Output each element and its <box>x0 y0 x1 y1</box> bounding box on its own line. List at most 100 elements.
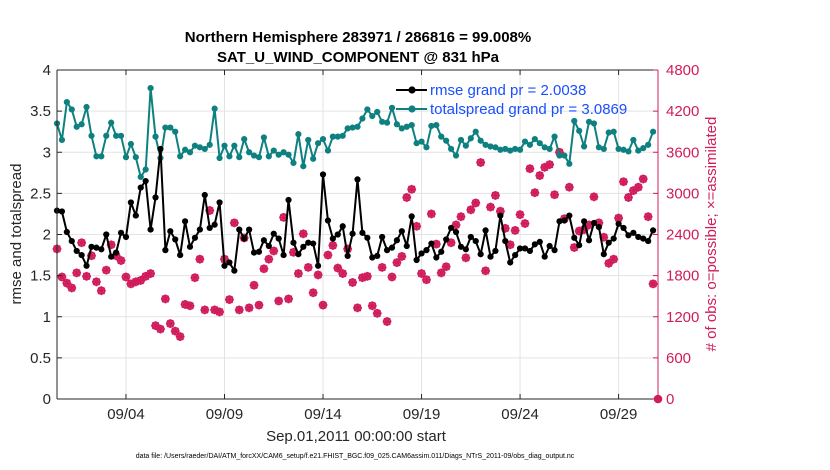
totalspread-point <box>600 145 607 153</box>
rmse-point <box>152 194 159 201</box>
rmse-point <box>413 256 420 264</box>
totalspread-point <box>206 141 213 148</box>
totalspread-point <box>590 120 598 127</box>
totalspread-point <box>290 159 297 167</box>
obs-assimilated-marker <box>486 202 495 212</box>
obs-assimilated-marker <box>382 317 392 326</box>
totalspread-point <box>388 104 396 111</box>
rmse-point <box>78 251 85 259</box>
totalspread-point <box>334 133 341 140</box>
obs-assimilated-marker <box>377 263 387 272</box>
rmse-point <box>260 237 268 244</box>
rmse-point <box>472 237 479 245</box>
obs-assimilated-marker <box>535 171 545 180</box>
rmse-point <box>403 242 410 250</box>
rmse-point <box>270 230 277 237</box>
obs-assimilated-marker <box>126 279 136 289</box>
legend-spread-marker <box>408 105 416 113</box>
obs-assimilated-marker <box>323 250 333 260</box>
rmse-point <box>369 254 376 261</box>
rmse-point <box>68 237 75 245</box>
obs-assimilated-marker <box>353 303 362 313</box>
obs-assimilated-marker <box>500 223 510 233</box>
totalspread-point <box>610 128 617 135</box>
totalspread-point <box>635 147 642 154</box>
obs-assimilated-marker <box>338 269 348 278</box>
rmse-point <box>492 247 499 255</box>
rmse-point <box>142 177 149 185</box>
rmse-point <box>452 228 460 236</box>
rmse-point <box>364 234 371 241</box>
obs-assimilated-marker <box>333 263 343 273</box>
rmse-point <box>359 229 366 236</box>
rmse-point <box>275 235 282 242</box>
totalspread-point <box>324 147 332 154</box>
totalspread-point <box>571 117 578 125</box>
obs-assimilated-marker <box>550 190 559 200</box>
rmse-point <box>349 230 356 237</box>
rmse-point <box>58 208 66 215</box>
obs-assimilated-marker <box>431 239 441 249</box>
rmse-point <box>290 239 297 246</box>
obs-assimilated-marker <box>215 307 224 317</box>
obs-assimilated-marker <box>180 300 190 309</box>
legend-rmse-marker <box>408 86 416 94</box>
totalspread-point <box>246 149 253 156</box>
totalspread-point <box>132 154 139 161</box>
totalspread-point <box>83 103 90 111</box>
obs-assimilated-marker <box>407 184 417 194</box>
totalspread-point <box>428 122 435 130</box>
totalspread-point <box>487 143 494 150</box>
totalspread-point <box>551 133 558 140</box>
obs-assimilated-marker <box>515 210 525 220</box>
totalspread-point <box>196 144 203 151</box>
rmse-point <box>408 213 415 220</box>
obs-assimilated-marker <box>175 332 185 342</box>
totalspread-point <box>369 112 376 120</box>
obs-assimilated-marker <box>82 271 91 281</box>
totalspread-point <box>556 152 563 159</box>
data-file-footnote: data file: /Users/raeder/DAI/ATM_forcXX/… <box>136 453 575 460</box>
rmse-point <box>344 252 351 259</box>
obs-assimilated-marker <box>387 272 397 282</box>
obs-assimilated-marker <box>505 240 515 250</box>
obs-assimilated-marker <box>466 205 476 215</box>
totalspread-point <box>78 121 85 128</box>
obs-assimilated-marker <box>456 212 466 222</box>
rmse-point <box>157 145 164 153</box>
totalspread-point <box>438 133 445 140</box>
rmse-point <box>305 239 312 246</box>
totalspread-point <box>423 144 430 151</box>
y-axis-right-label: # of obs: o=possible; ×=assimilated <box>703 117 720 352</box>
obs-assimilated-marker <box>249 280 259 290</box>
totalspread-point <box>447 145 455 153</box>
totalspread-point <box>58 136 66 144</box>
rmse-point <box>63 228 70 236</box>
rmse-point <box>216 199 223 206</box>
totalspread-point <box>640 145 647 152</box>
obs-assimilated-marker <box>284 294 293 304</box>
rmse-point <box>334 231 341 238</box>
obs-assimilated-marker <box>57 272 67 282</box>
totalspread-point <box>255 154 263 161</box>
obs-assimilated-marker <box>289 247 298 257</box>
totalspread-point <box>516 146 524 153</box>
rmse-point <box>285 196 292 204</box>
totalspread-point <box>270 147 277 154</box>
rmse-point <box>487 253 494 260</box>
rmse-point <box>595 223 602 231</box>
totalspread-point <box>260 134 268 141</box>
rmse-point <box>443 236 450 243</box>
obs-assimilated-marker <box>599 232 609 242</box>
totalspread-point <box>167 124 174 131</box>
totalspread-point <box>211 105 218 112</box>
totalspread-point <box>482 141 489 148</box>
obs-assimilated-marker <box>510 225 520 235</box>
totalspread-point <box>349 124 356 131</box>
obs-assimilated-marker <box>170 326 180 336</box>
rmse-point <box>181 218 189 225</box>
legend-rmse-label: rmse grand pr = 2.0038 <box>430 82 586 99</box>
rmse-point <box>98 246 105 253</box>
obs-assimilated-marker <box>185 301 195 311</box>
totalspread-point <box>462 142 469 149</box>
